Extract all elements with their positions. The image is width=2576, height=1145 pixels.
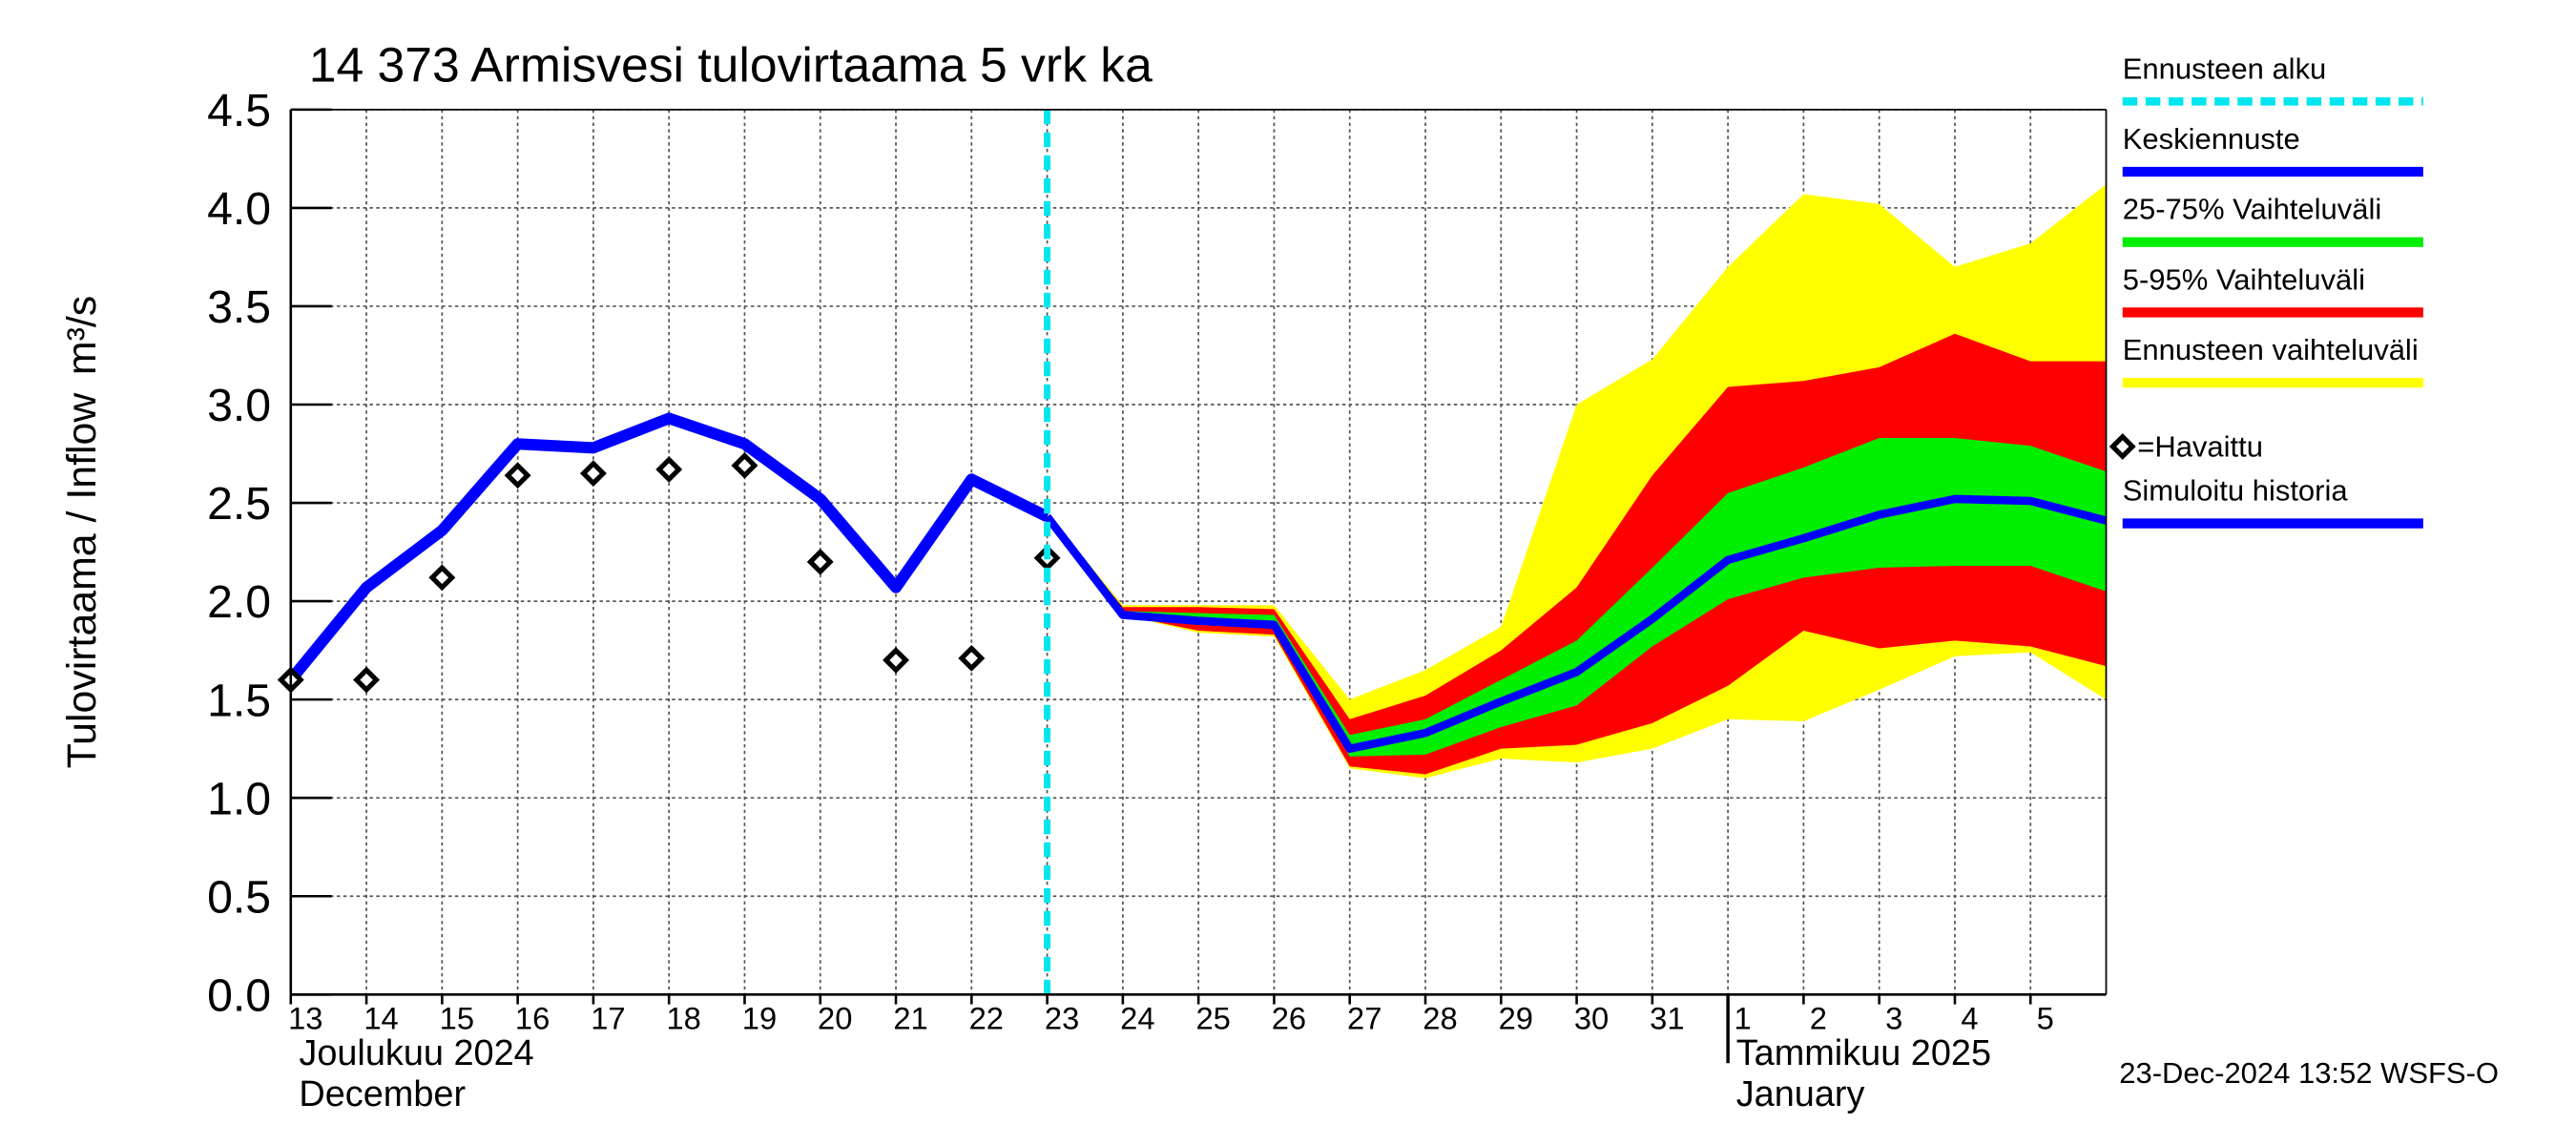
y-tick-label: 3.0 (207, 380, 271, 431)
month-label-en: December (299, 1074, 466, 1114)
x-tick-label: 25 (1195, 1000, 1230, 1035)
x-tick-label: 26 (1272, 1000, 1306, 1035)
y-tick-label: 2.0 (207, 576, 271, 628)
month-label-en: January (1736, 1074, 1865, 1114)
x-tick-label: 19 (742, 1000, 777, 1035)
observed-point (353, 666, 381, 694)
y-tick-label: 1.5 (207, 675, 271, 726)
x-tick-label: 15 (440, 1000, 474, 1035)
y-tick-label: 1.0 (207, 773, 271, 824)
band (1047, 333, 2107, 775)
legend-label: Keskiennuste (2123, 122, 2300, 156)
y-tick-label: 4.0 (207, 183, 271, 235)
x-tick-label: 4 (1961, 1000, 1978, 1035)
x-tick-label: 13 (288, 1000, 322, 1035)
legend-label: Ennusteen alku (2123, 52, 2327, 85)
x-tick-label: 31 (1650, 1000, 1684, 1035)
line (1044, 494, 2108, 753)
x-tick-label: 24 (1120, 1000, 1154, 1035)
x-tick-label: 30 (1574, 1000, 1609, 1035)
month-label: Tammikuu 2025 (1736, 1033, 1991, 1073)
x-tick-label: 27 (1347, 1000, 1381, 1035)
legend-label: 25-75% Vaihteluväli (2123, 193, 2381, 226)
x-tick-label: 28 (1423, 1000, 1457, 1035)
x-tick-label: 1 (1735, 1000, 1752, 1035)
observed-point (579, 460, 607, 488)
y-tick-label: 0.0 (207, 970, 271, 1022)
month-label: Joulukuu 2024 (299, 1033, 533, 1073)
x-tick-label: 29 (1499, 1000, 1533, 1035)
legend-swatch (2109, 433, 2136, 460)
y-tick-label: 4.5 (207, 85, 271, 136)
chart-title: 14 373 Armisvesi tulovirtaama 5 vrk ka (309, 37, 1153, 93)
footer: 23-Dec-2024 13:52 WSFS-O (2119, 1056, 2499, 1090)
x-tick-label: 17 (591, 1000, 625, 1035)
y-axis-unit: m³/s (59, 296, 105, 375)
x-tick-label: 3 (1885, 1000, 1902, 1035)
x-tick-label: 18 (666, 1000, 700, 1035)
legend-label: Ennusteen vaihteluväli (2123, 333, 2419, 366)
x-tick-label: 2 (1810, 1000, 1827, 1035)
y-axis-label: Tulovirtaama / Inflow (59, 392, 105, 769)
observed-point (883, 647, 910, 674)
observed-point (428, 564, 456, 592)
x-tick-label: 20 (818, 1000, 852, 1035)
x-tick-label: 23 (1045, 1000, 1079, 1035)
line (286, 412, 1050, 684)
x-tick-label: 21 (893, 1000, 927, 1035)
observed-point (504, 462, 531, 489)
legend-label: =Havaittu (2137, 429, 2263, 463)
band (1047, 438, 2107, 757)
x-tick-label: 14 (364, 1000, 398, 1035)
observed-point (731, 451, 758, 479)
y-tick-label: 2.5 (207, 478, 271, 530)
x-tick-label: 22 (969, 1000, 1004, 1035)
x-tick-label: 5 (2037, 1000, 2054, 1035)
y-tick-label: 0.5 (207, 871, 271, 923)
legend-label: 5-95% Vaihteluväli (2123, 262, 2365, 296)
legend-label: Simuloitu historia (2123, 474, 2349, 508)
observed-point (958, 644, 986, 672)
observed-point (655, 456, 683, 483)
observed-point (806, 548, 834, 575)
y-tick-label: 3.5 (207, 281, 271, 333)
x-tick-label: 16 (515, 1000, 550, 1035)
